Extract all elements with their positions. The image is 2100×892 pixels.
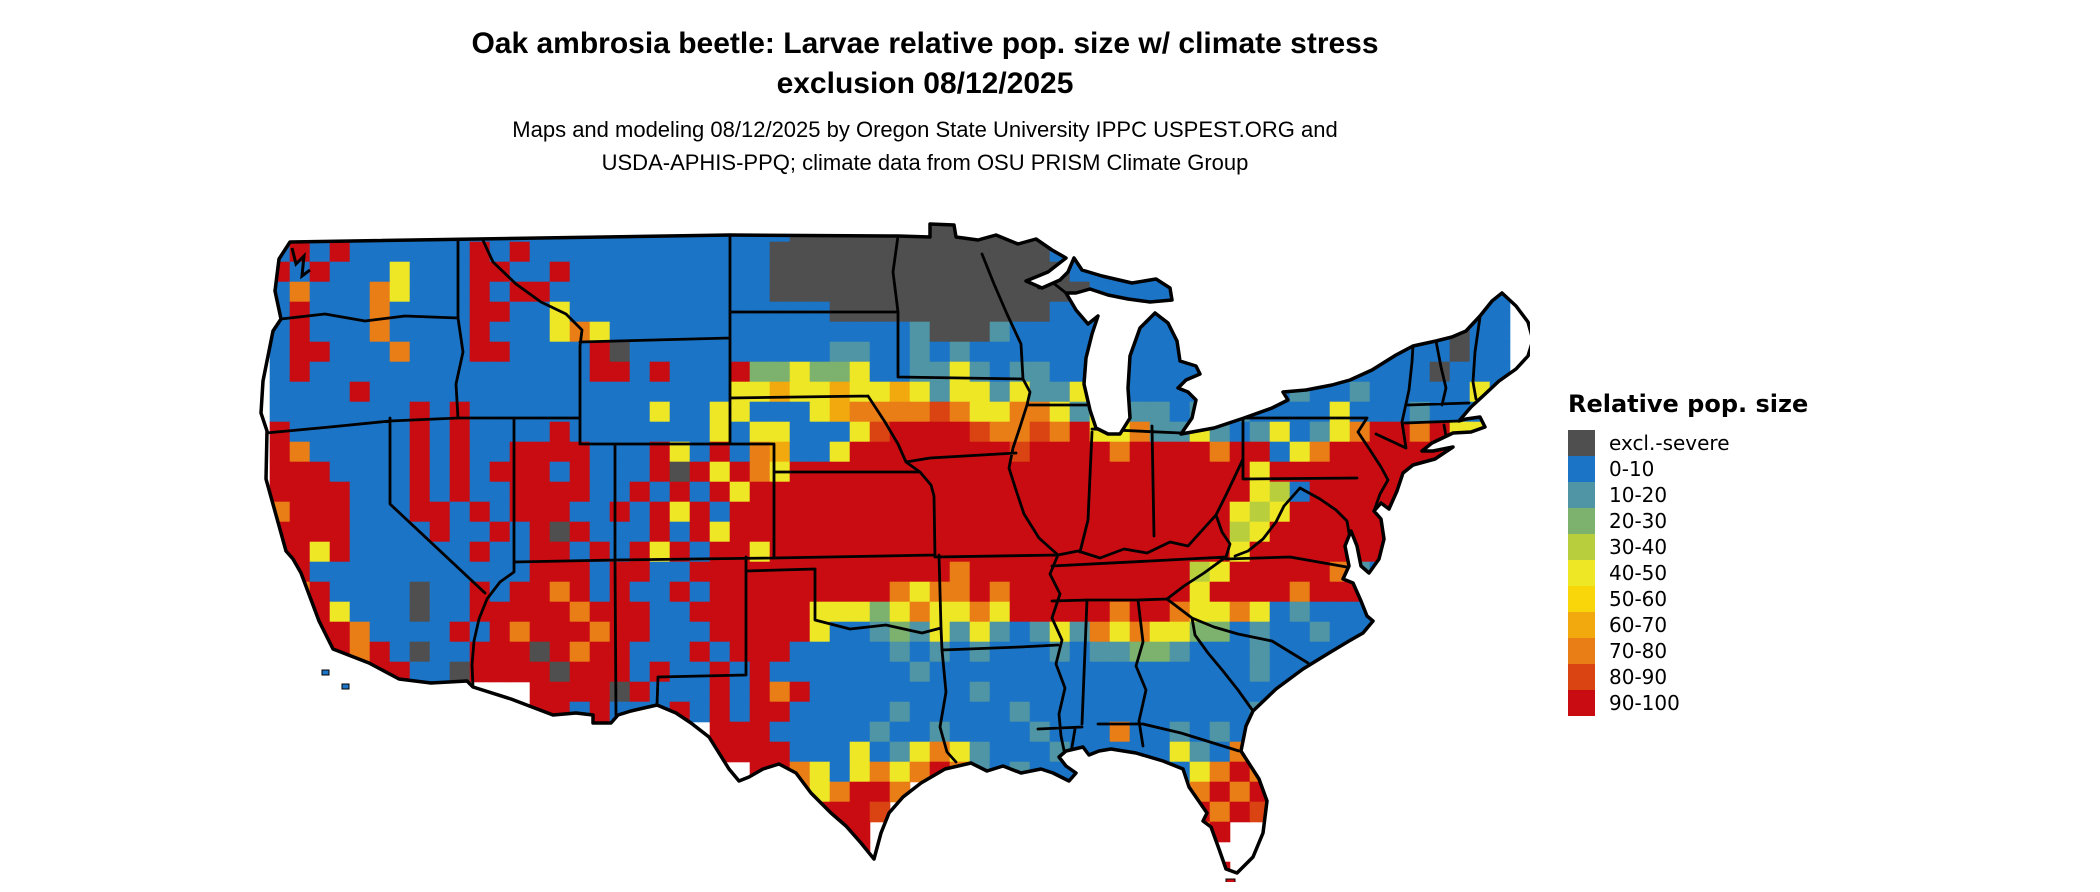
- us-outline: [259, 222, 1530, 875]
- legend-label-10-20: 10-20: [1609, 483, 1668, 507]
- legend-label-60-70: 60-70: [1609, 613, 1668, 637]
- legend-row-60-70: 60-70: [1568, 612, 1808, 638]
- legend-row-40-50: 40-50: [1568, 560, 1808, 586]
- state-borders: [264, 233, 1482, 764]
- subtitle-line-2: USDA-APHIS-PPQ; climate data from OSU PR…: [601, 150, 1249, 175]
- map-subtitle: Maps and modeling 08/12/2025 by Oregon S…: [0, 113, 1850, 179]
- legend-row-80-90: 80-90: [1568, 664, 1808, 690]
- puget-sound-inlet: [290, 247, 311, 280]
- legend-label-50-60: 50-60: [1609, 587, 1668, 611]
- legend-swatch-excl-severe: [1568, 430, 1595, 456]
- legend-label-30-40: 30-40: [1609, 535, 1668, 559]
- legend-label-40-50: 40-50: [1609, 561, 1668, 585]
- legend-swatch-40-50: [1568, 560, 1595, 586]
- legend-swatch-60-70: [1568, 612, 1595, 638]
- legend-title: Relative pop. size: [1568, 390, 1809, 418]
- legend-row-0-10: 0-10: [1568, 456, 1808, 482]
- legend-swatch-30-40: [1568, 534, 1595, 560]
- legend-label-70-80: 70-80: [1609, 639, 1668, 663]
- legend-label-20-30: 20-30: [1609, 509, 1668, 533]
- legend-label-0-10: 0-10: [1609, 457, 1655, 481]
- title-line-1: Oak ambrosia beetle: Larvae relative pop…: [471, 27, 1379, 60]
- subtitle-line-1: Maps and modeling 08/12/2025 by Oregon S…: [512, 117, 1338, 142]
- legend-row-excl-severe: excl.-severe: [1568, 430, 1808, 456]
- legend-swatch-50-60: [1568, 586, 1595, 612]
- legend-row-30-40: 30-40: [1568, 534, 1808, 560]
- channel-islands: [321, 669, 350, 690]
- legend: Relative pop. size excl.-severe 0-10 10-20…: [1568, 390, 1808, 716]
- legend-swatch-10-20: [1568, 482, 1595, 508]
- legend-row-90-100: 90-100: [1568, 690, 1808, 716]
- legend-row-50-60: 50-60: [1568, 586, 1808, 612]
- legend-row-70-80: 70-80: [1568, 638, 1808, 664]
- legend-swatch-70-80: [1568, 638, 1595, 664]
- legend-swatch-80-90: [1568, 664, 1595, 690]
- legend-label-90-100: 90-100: [1609, 691, 1680, 715]
- us-map: [259, 222, 1530, 882]
- legend-swatch-0-10: [1568, 456, 1595, 482]
- legend-row-20-30: 20-30: [1568, 508, 1808, 534]
- legend-swatch-20-30: [1568, 508, 1595, 534]
- map-title: Oak ambrosia beetle: Larvae relative pop…: [0, 24, 1850, 104]
- legend-label-80-90: 80-90: [1609, 665, 1668, 689]
- florida-keys: [1225, 878, 1236, 882]
- legend-label-excl-severe: excl.-severe: [1609, 431, 1730, 455]
- title-line-2: exclusion 08/12/2025: [776, 67, 1074, 100]
- legend-items: excl.-severe 0-10 10-20 20-30 30-40 40-50 50-6…: [1568, 430, 1808, 716]
- legend-row-10-20: 10-20: [1568, 482, 1808, 508]
- legend-swatch-90-100: [1568, 690, 1595, 716]
